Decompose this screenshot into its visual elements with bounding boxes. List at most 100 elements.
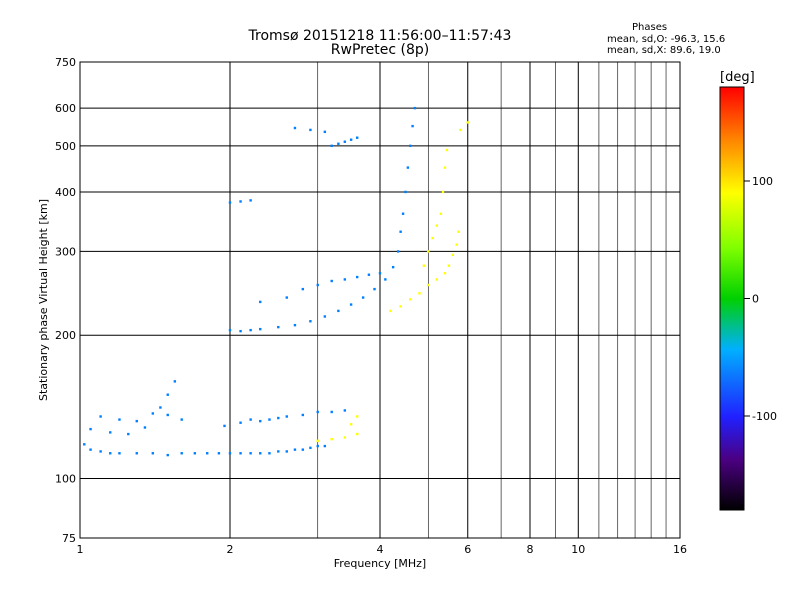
data-point <box>349 423 353 426</box>
data-point <box>316 444 319 448</box>
data-point <box>459 128 462 132</box>
data-points <box>83 106 469 457</box>
data-point <box>285 415 288 418</box>
data-point <box>401 212 405 215</box>
x-tick-label: 4 <box>377 543 384 556</box>
data-point <box>406 166 410 169</box>
data-point <box>89 448 92 451</box>
data-point <box>118 418 121 421</box>
data-point <box>135 452 138 455</box>
data-point <box>355 136 359 139</box>
data-point <box>166 413 169 417</box>
x-axis: 1 2 4 6 8 10 16 <box>77 543 688 556</box>
y-tick-label: 200 <box>55 329 76 342</box>
data-point <box>228 328 232 332</box>
data-point <box>135 419 138 423</box>
x-tick-label: 16 <box>673 543 687 556</box>
data-point <box>409 298 412 301</box>
data-point <box>277 416 280 420</box>
data-point <box>439 212 443 215</box>
x-tick-label: 2 <box>227 543 234 556</box>
data-point <box>330 437 333 441</box>
data-point <box>447 264 451 267</box>
data-point <box>323 130 327 134</box>
data-point <box>277 325 280 329</box>
plot-frame <box>79 61 681 539</box>
data-point <box>337 309 340 313</box>
data-point <box>349 303 353 306</box>
data-point <box>355 432 359 436</box>
data-point <box>239 421 242 424</box>
data-point <box>309 320 312 323</box>
x-tick-label: 1 <box>77 543 84 556</box>
data-point <box>413 106 417 110</box>
y-tick-label: 750 <box>55 56 76 69</box>
data-point <box>301 413 305 417</box>
data-point <box>399 230 402 233</box>
data-point <box>316 439 319 443</box>
data-point <box>228 452 232 455</box>
data-point <box>249 199 252 202</box>
chart-subtitle: RwPretec (8p) <box>330 42 430 58</box>
data-point <box>323 444 327 448</box>
data-point <box>451 253 455 257</box>
data-point <box>396 250 400 253</box>
data-point <box>309 128 312 132</box>
y-axis-label: Stationary phase Virtual Height [km] <box>37 199 50 401</box>
data-point <box>443 272 447 275</box>
data-point <box>173 380 177 383</box>
data-point <box>323 315 327 318</box>
data-point <box>431 236 434 240</box>
data-point <box>259 452 262 455</box>
stats-x-line: mean, sd,X: 89.6, 19.0 <box>607 45 721 56</box>
y-tick-label: 75 <box>62 532 76 545</box>
stats-o-line: mean, sd,O: -96.3, 15.6 <box>607 34 726 45</box>
data-point <box>109 452 112 455</box>
data-point <box>367 273 371 276</box>
y-tick-label: 500 <box>55 140 76 153</box>
data-point <box>193 452 197 455</box>
data-point <box>445 148 449 152</box>
data-point <box>259 419 262 423</box>
x-tick-label: 6 <box>464 543 471 556</box>
data-point <box>457 230 460 233</box>
data-point <box>466 121 469 124</box>
data-point <box>166 393 169 396</box>
data-point <box>268 418 271 421</box>
data-point <box>268 452 271 455</box>
data-point <box>399 305 402 308</box>
data-point <box>277 450 280 453</box>
data-point <box>427 283 430 287</box>
data-point <box>378 272 382 275</box>
x-tick-label: 10 <box>571 543 585 556</box>
data-point <box>259 300 262 304</box>
data-point <box>228 201 232 204</box>
data-point <box>373 287 376 291</box>
data-point <box>109 431 112 434</box>
data-point <box>343 278 347 281</box>
chart-title: Tromsø 20151218 11:56:00–11:57:43 <box>248 28 512 44</box>
stats-header: Phases <box>632 22 668 33</box>
data-point <box>127 432 130 436</box>
colorbar <box>719 86 745 511</box>
data-point <box>389 309 392 313</box>
data-point <box>422 264 426 267</box>
colorbar-label: [deg] <box>720 70 755 85</box>
data-point <box>159 406 162 409</box>
data-point <box>343 140 347 143</box>
data-point <box>411 124 414 128</box>
data-point <box>337 142 340 145</box>
data-point <box>361 296 365 299</box>
y-tick-label: 300 <box>55 245 76 258</box>
data-point <box>330 144 333 148</box>
data-point <box>99 415 102 418</box>
data-point <box>330 410 333 414</box>
data-point <box>349 138 353 141</box>
y-tick-label: 400 <box>55 186 76 199</box>
colorbar-tick-label: 100 <box>752 175 773 188</box>
data-point <box>435 278 438 281</box>
data-point <box>355 275 359 279</box>
x-tick-label: 8 <box>527 543 534 556</box>
data-point <box>217 452 221 455</box>
data-point <box>239 452 242 455</box>
